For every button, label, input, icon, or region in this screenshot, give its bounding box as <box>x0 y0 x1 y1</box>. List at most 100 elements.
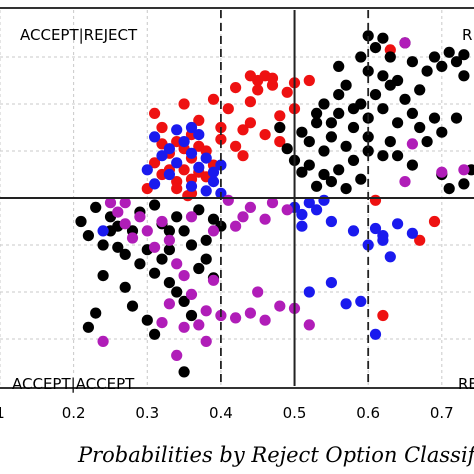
point-black-4 <box>325 131 337 143</box>
point-blue-12 <box>185 180 198 192</box>
point-black-1 <box>303 136 315 148</box>
point-magenta-14 <box>200 305 212 317</box>
point-blue-38 <box>97 225 109 237</box>
point-magenta-28 <box>185 211 198 223</box>
point-red-24 <box>230 82 242 94</box>
point-magenta-41 <box>156 317 168 329</box>
point-black-85 <box>149 328 161 340</box>
point-black-31 <box>318 168 330 181</box>
point-black-107 <box>450 112 463 124</box>
point-magenta-26 <box>230 220 242 232</box>
point-magenta-11 <box>178 270 190 282</box>
point-red-31 <box>303 74 315 87</box>
point-blue-33 <box>369 328 382 340</box>
point-red-37 <box>244 70 256 82</box>
point-black-16 <box>414 84 426 96</box>
point-black-43 <box>392 74 404 87</box>
point-blue-32 <box>355 295 367 307</box>
point-black-0 <box>296 126 308 138</box>
point-blue-1 <box>156 150 168 162</box>
point-red-48 <box>377 309 389 322</box>
x-tick-label-6: 0.7 <box>430 404 454 422</box>
point-magenta-3 <box>119 218 131 230</box>
point-black-84 <box>141 314 153 326</box>
point-black-28 <box>362 145 374 157</box>
point-blue-14 <box>207 176 220 188</box>
point-blue-3 <box>171 157 183 169</box>
point-magenta-27 <box>207 225 220 237</box>
x-tick-label-3: 0.4 <box>209 404 233 422</box>
point-red-45 <box>414 234 426 246</box>
point-black-104 <box>274 121 286 134</box>
point-red-38 <box>252 84 264 96</box>
point-black-32 <box>303 159 315 171</box>
point-black-54 <box>428 112 441 124</box>
point-red-23 <box>222 103 234 115</box>
point-black-105 <box>281 143 293 155</box>
point-black-30 <box>333 164 345 176</box>
point-black-57 <box>325 117 337 129</box>
point-magenta-22 <box>252 286 264 298</box>
point-black-53 <box>421 136 433 148</box>
point-red-47 <box>369 194 382 206</box>
point-magenta-5 <box>134 211 146 223</box>
point-magenta-10 <box>171 258 183 270</box>
x-tick-label-4: 0.5 <box>283 404 307 422</box>
data-points <box>75 30 474 378</box>
point-black-50 <box>384 136 396 148</box>
point-black-27 <box>377 150 389 162</box>
x-axis-label: Probabilities by Reject Option Classif <box>77 443 474 467</box>
point-black-87 <box>178 225 190 237</box>
point-magenta-36 <box>406 138 418 150</box>
point-black-21 <box>450 56 463 68</box>
point-black-76 <box>171 286 183 298</box>
point-magenta-0 <box>97 335 109 347</box>
point-red-22 <box>274 136 286 148</box>
point-black-20 <box>443 46 455 58</box>
plot-frame <box>0 7 474 389</box>
point-blue-19 <box>185 121 198 134</box>
point-black-61 <box>318 98 330 110</box>
point-black-17 <box>421 65 433 77</box>
point-magenta-19 <box>274 300 286 312</box>
point-black-10 <box>369 89 382 101</box>
point-magenta-35 <box>399 176 411 188</box>
x-tick-labels: 1 0.2 0.3 0.4 0.5 0.6 0.7 <box>0 404 454 422</box>
point-black-56 <box>347 103 360 115</box>
point-magenta-33 <box>171 349 183 361</box>
point-blue-40 <box>377 234 389 246</box>
point-black-34 <box>296 166 308 178</box>
point-blue-24 <box>318 194 330 206</box>
point-magenta-2 <box>112 206 124 218</box>
point-black-47 <box>340 79 352 91</box>
point-magenta-30 <box>266 197 279 209</box>
point-black-86 <box>163 244 175 256</box>
quadrant-label-bottom-left: ACCEPT|ACCEPT <box>12 375 135 393</box>
point-magenta-17 <box>244 307 256 319</box>
point-black-15 <box>406 107 418 119</box>
point-black-65 <box>90 201 102 213</box>
point-magenta-1 <box>104 197 117 209</box>
point-black-74 <box>156 253 168 265</box>
point-black-69 <box>119 248 131 260</box>
point-red-20 <box>244 117 256 129</box>
point-black-82 <box>119 281 131 293</box>
point-black-26 <box>406 159 418 171</box>
quadrant-labels: ACCEPT|REJECT R ACCEPT|ACCEPT RE <box>10 26 474 393</box>
point-black-89 <box>171 211 183 223</box>
point-red-35 <box>193 114 205 126</box>
point-magenta-43 <box>207 274 220 286</box>
x-tick-label-2: 0.3 <box>135 404 159 422</box>
point-black-93 <box>90 307 102 319</box>
point-black-95 <box>178 366 190 378</box>
point-blue-10 <box>149 178 161 190</box>
point-blue-6 <box>193 161 205 173</box>
point-black-19 <box>436 60 448 72</box>
point-black-62 <box>311 107 323 119</box>
quadrant-label-top-left: ACCEPT|REJECT <box>20 26 138 44</box>
point-black-49 <box>362 131 374 143</box>
point-blue-17 <box>193 129 205 141</box>
point-magenta-21 <box>303 319 315 331</box>
point-black-92 <box>97 270 109 282</box>
